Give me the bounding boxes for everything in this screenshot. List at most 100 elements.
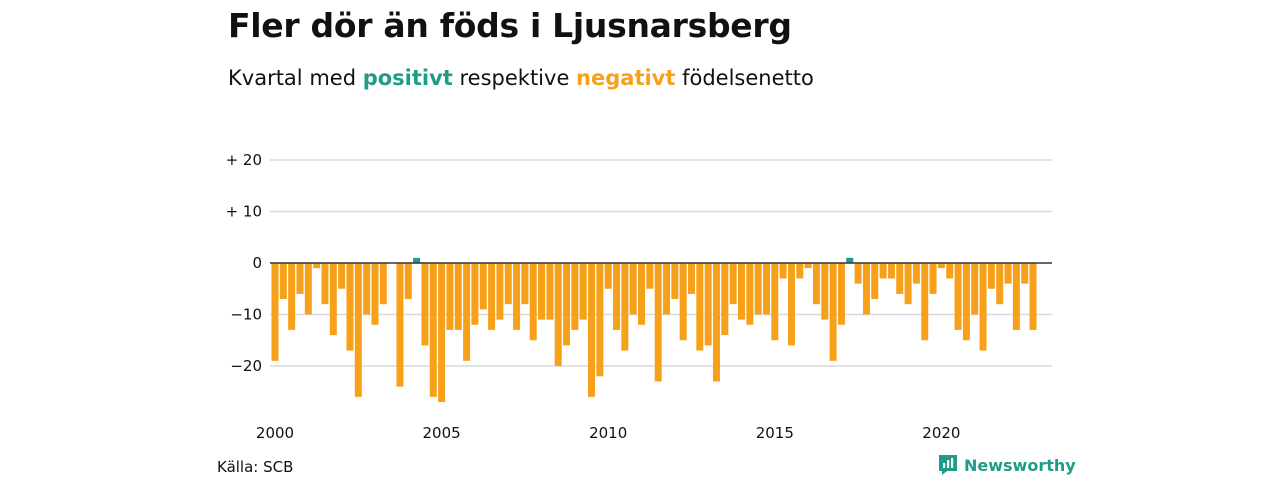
bar-negative — [371, 263, 379, 325]
x-tick-label: 2020 — [922, 424, 960, 442]
y-tick-label: + 10 — [226, 203, 262, 221]
bar-positive — [846, 257, 854, 263]
bar-negative — [804, 263, 812, 269]
bar-negative — [479, 263, 487, 310]
x-tick-label: 2005 — [423, 424, 461, 442]
y-tick-label: −20 — [230, 357, 262, 375]
y-tick-label: −10 — [230, 306, 262, 324]
bar-negative — [363, 263, 371, 315]
bar-negative — [554, 263, 562, 366]
bar-negative — [663, 263, 671, 315]
bar-negative — [704, 263, 712, 346]
bar-negative — [563, 263, 571, 346]
bar-negative — [712, 263, 720, 382]
bar-negative — [912, 263, 920, 284]
bar-negative — [929, 263, 937, 294]
bar-negative — [596, 263, 604, 377]
bar-negative — [746, 263, 754, 325]
bar-negative — [471, 263, 479, 325]
bar-negative — [454, 263, 462, 330]
bar-negative — [438, 263, 446, 403]
brand-name: Newsworthy — [964, 455, 1076, 475]
bar-negative — [1004, 263, 1012, 284]
bar-negative — [546, 263, 554, 320]
bar-negative — [496, 263, 504, 320]
y-tick-label: 0 — [252, 254, 262, 272]
bar-negative — [679, 263, 687, 341]
bar-negative — [688, 263, 695, 294]
bar-negative — [771, 263, 779, 341]
bar-negative — [821, 263, 829, 320]
bar-negative — [962, 263, 970, 341]
bar-negative — [787, 263, 795, 346]
bar-negative — [446, 263, 454, 330]
bar-negative — [812, 263, 820, 305]
bar-negative — [321, 263, 329, 305]
bar-negative — [1012, 263, 1020, 330]
bar-negative — [1029, 263, 1037, 330]
brand-logo: Newsworthy — [938, 454, 1076, 476]
bar-negative — [538, 263, 546, 320]
chart-title: Fler dör än föds i Ljusnarsberg — [228, 6, 792, 45]
bar-negative — [762, 263, 770, 315]
x-tick-label: 2010 — [589, 424, 627, 442]
subtitle-positive-word: positivt — [362, 66, 453, 90]
bar-negative — [488, 263, 496, 330]
bar-negative — [754, 263, 762, 315]
bar-negative — [288, 263, 296, 330]
bar-negative — [954, 263, 962, 330]
bar-negative — [296, 263, 304, 294]
bar-negative — [571, 263, 579, 330]
chart-subtitle: Kvartal med positivt respektive negativt… — [228, 66, 814, 90]
bar-negative — [904, 263, 912, 305]
bar-negative — [629, 263, 637, 315]
bar-negative — [638, 263, 646, 325]
bar-negative — [829, 263, 837, 361]
bar-negative — [696, 263, 704, 351]
bar-negative — [937, 263, 945, 269]
bar-negative — [862, 263, 870, 315]
bar-negative — [604, 263, 612, 289]
y-tick-label: + 20 — [226, 151, 262, 169]
bar-negative — [779, 263, 787, 279]
bar-negative — [396, 263, 404, 387]
bar-negative — [996, 263, 1004, 305]
bar-positive — [413, 257, 421, 263]
axes: + 20 + 10 0 −10 −20 2000 2005 2010 2015 2020 — [226, 151, 1052, 442]
bar-negative — [646, 263, 654, 289]
subtitle-middle: respektive — [452, 66, 577, 90]
bar-negative — [896, 263, 904, 294]
x-tick-label: 2015 — [756, 424, 794, 442]
bar-negative — [971, 263, 979, 315]
bar-negative — [304, 263, 312, 315]
newsworthy-logo-icon — [939, 455, 957, 475]
bar-negative — [1021, 263, 1029, 284]
bar-negative — [404, 263, 412, 300]
subtitle-suffix: födelsenetto — [675, 66, 814, 90]
bar-negative — [346, 263, 354, 351]
bar-negative — [979, 263, 987, 351]
bar-negative — [379, 263, 387, 305]
bar-negative — [671, 263, 679, 300]
bar-negative — [338, 263, 346, 289]
bar-negative — [421, 263, 429, 346]
bar-negative — [463, 263, 471, 361]
bar-negative — [654, 263, 662, 382]
bar-negative — [521, 263, 529, 305]
bar-negative — [588, 263, 596, 397]
bar-negative — [329, 263, 337, 336]
bar-negative — [513, 263, 521, 330]
subtitle-negative-word: negativt — [576, 66, 676, 90]
bar-negative — [429, 263, 437, 397]
bar-negative — [279, 263, 287, 300]
bar-negative — [737, 263, 745, 320]
bar-negative — [579, 263, 587, 320]
bar-negative — [354, 263, 362, 397]
subtitle-prefix: Kvartal med — [228, 66, 363, 90]
source-note: Källa: SCB — [217, 458, 294, 476]
bar-negative — [271, 263, 279, 361]
bar-negative — [313, 263, 321, 269]
bar-negative — [504, 263, 512, 305]
bar-negative — [529, 263, 537, 341]
bar-negative — [729, 263, 737, 305]
